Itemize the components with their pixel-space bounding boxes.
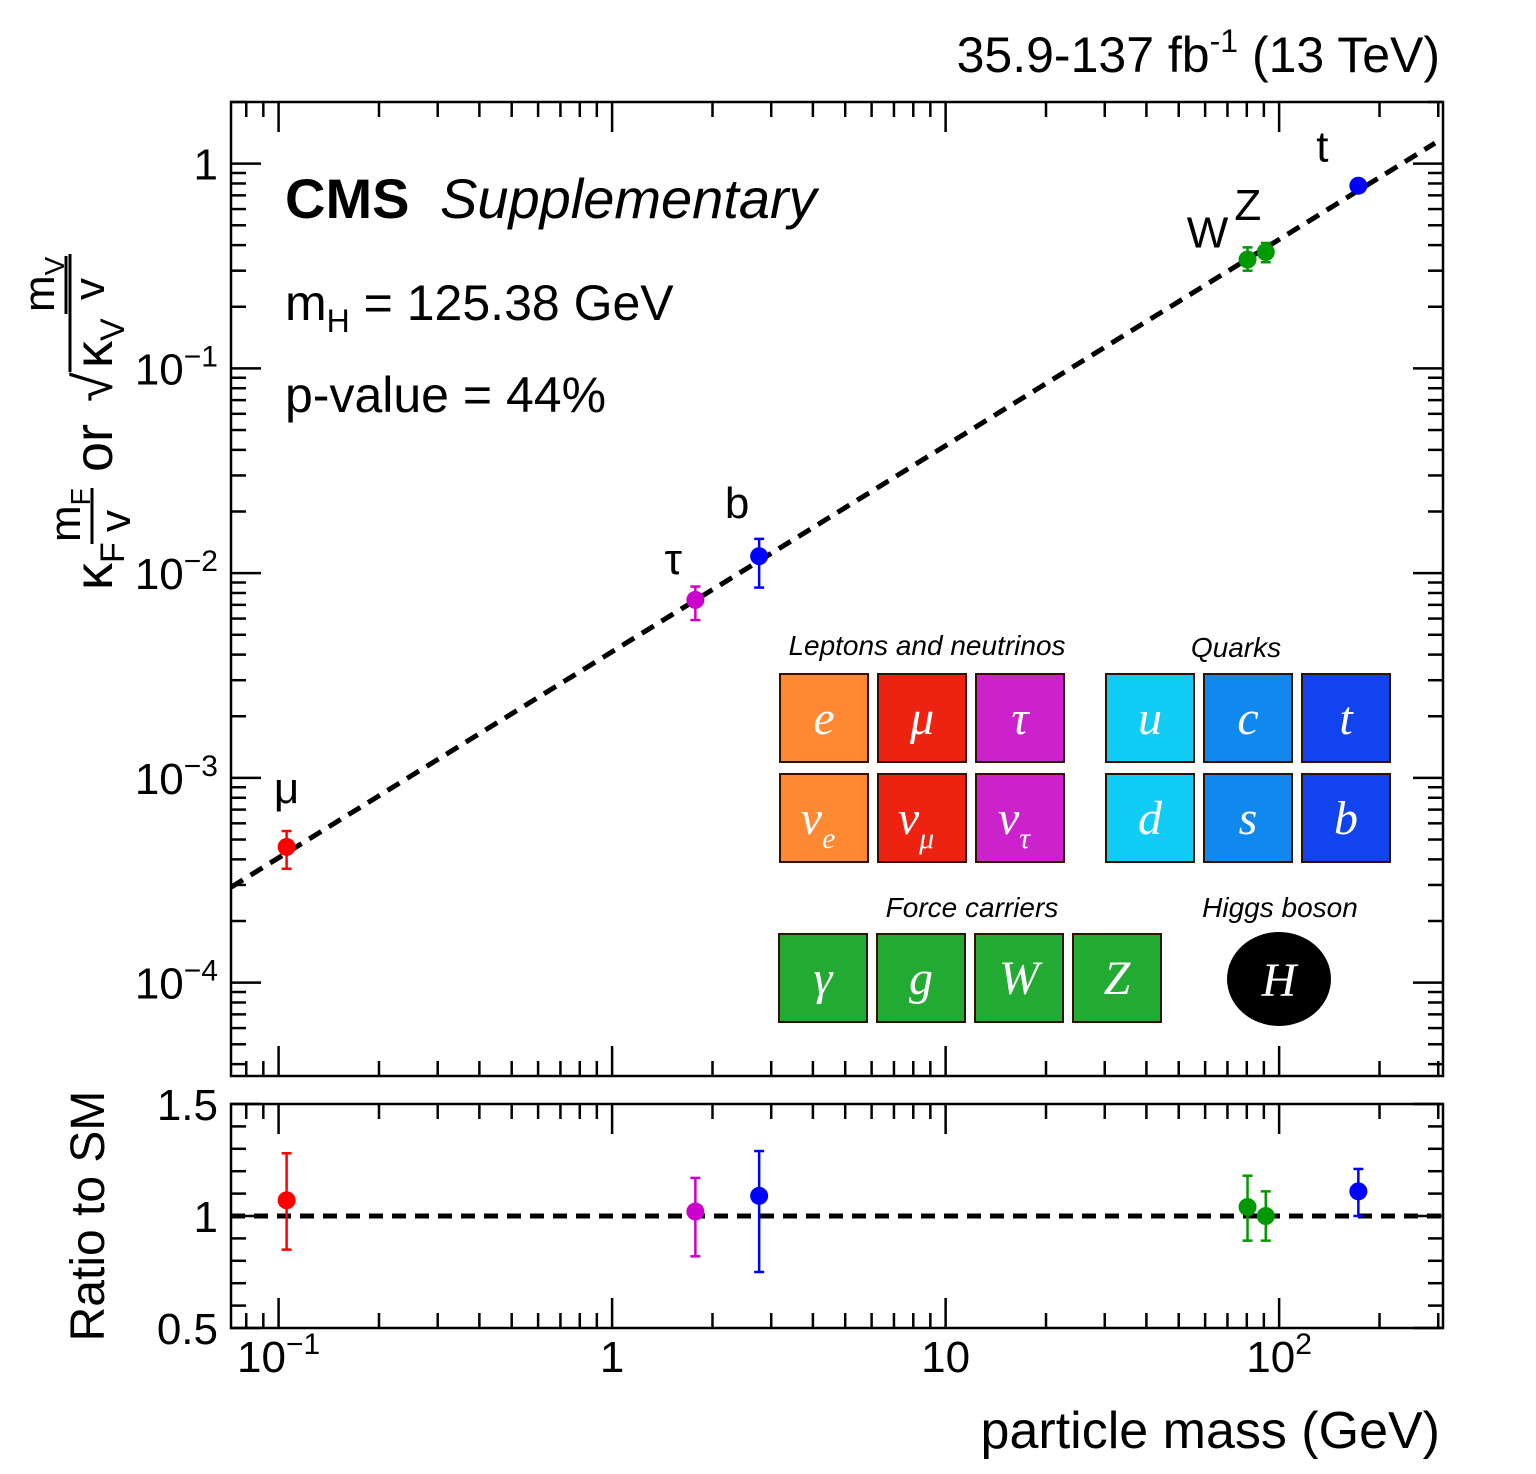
svg-text:mV: mV — [15, 256, 70, 312]
y-tick-label: 10−3 — [135, 750, 218, 804]
x-tick-label: 10−1 — [237, 1328, 320, 1382]
quark-5-tile — [1301, 773, 1391, 863]
lepton-3-tile — [779, 773, 869, 863]
p-value-label: p-value = 44% — [285, 367, 606, 423]
x-axis-title: particle mass (GeV) — [981, 1402, 1440, 1460]
force-2-symbol: W — [999, 952, 1043, 1005]
quark-4-symbol: s — [1239, 792, 1258, 845]
quark-1-tile — [1203, 673, 1293, 763]
y-tick-label: 1 — [194, 141, 218, 190]
bottom-label: b — [725, 479, 749, 528]
force-carriers-title: Force carriers — [886, 892, 1059, 923]
svg-text:v: v — [65, 278, 114, 300]
lepton-4-symbol: νμ — [898, 792, 934, 855]
top-ratio-marker — [1349, 1182, 1368, 1201]
axis-tick-labels: 10−1 1 10 102 1 10−1 10−2 10−3 10−4 1.5 1 0.5 — [135, 141, 1312, 1382]
y-tick-label: 10−4 — [135, 955, 218, 1009]
quark-2-symbol: t — [1339, 692, 1354, 745]
w-boson-marker — [1238, 250, 1257, 269]
quark-4-tile — [1203, 773, 1293, 863]
main-panel-frame — [229, 100, 1445, 1078]
x-tick-label: 10 — [921, 1333, 970, 1382]
particle-inset: Leptons and neutrinos Quarks Force carri… — [778, 630, 1391, 1026]
quark-5-symbol: b — [1334, 792, 1358, 845]
svg-text:or: or — [64, 424, 124, 472]
force-3-tile — [1072, 933, 1162, 1023]
ratio-tick-label: 1 — [194, 1193, 218, 1242]
lepton-1-tile — [877, 673, 967, 763]
svg-text:√: √ — [64, 372, 124, 402]
sm-prediction-line — [229, 141, 1437, 890]
lepton-5-tile — [975, 773, 1065, 863]
x-tick-label: 1 — [600, 1333, 624, 1382]
higgs-symbol: H — [1261, 954, 1299, 1007]
lepton-3-symbol: νe — [801, 792, 836, 855]
ratio-tick-label: 0.5 — [157, 1305, 218, 1354]
svg-text:v: v — [91, 510, 140, 532]
y-tick-label: 10−2 — [135, 545, 218, 599]
y-tick-label: 10−1 — [135, 340, 218, 394]
higgs-tile — [1227, 932, 1331, 1026]
force-1-symbol: g — [909, 952, 933, 1005]
leptons-title: Leptons and neutrinos — [788, 630, 1065, 661]
svg-text:κV: κV — [64, 318, 132, 368]
y-axis-title-ratio: Ratio to SM — [62, 1091, 115, 1342]
ratio-data-points — [277, 1149, 1368, 1274]
force-0-tile — [778, 933, 868, 1023]
muon-marker — [277, 837, 296, 856]
bottom-ratio-marker — [750, 1186, 769, 1205]
lepton-1-symbol: μ — [909, 692, 934, 745]
lepton-5-symbol: ντ — [998, 792, 1031, 855]
lepton-2-symbol: τ — [1011, 692, 1030, 745]
z-boson-ratio-marker — [1256, 1207, 1275, 1225]
w-boson-label: W — [1187, 209, 1229, 258]
cms-label: CMS — [285, 167, 409, 230]
luminosity-label: 35.9-137 fb-1 (13 TeV) — [957, 23, 1440, 83]
quark-1-symbol: c — [1237, 692, 1258, 745]
tau-marker — [686, 590, 705, 609]
force-1-tile — [876, 933, 966, 1023]
z-boson-marker — [1256, 243, 1275, 262]
force-3-symbol: Z — [1104, 952, 1132, 1005]
lepton-0-tile — [779, 673, 869, 763]
muon-label: μ — [274, 764, 299, 813]
bottom-marker — [750, 547, 769, 566]
force-0-symbol: γ — [814, 952, 834, 1005]
quark-0-symbol: u — [1138, 692, 1162, 745]
tau-label: τ — [665, 535, 683, 584]
w-boson-ratio-marker — [1238, 1198, 1257, 1217]
lepton-2-tile — [975, 673, 1065, 763]
lepton-0-symbol: e — [813, 692, 834, 745]
y-axis-title-main: κF mF v or √ κV mV v — [15, 254, 140, 590]
supplementary-label: Supplementary — [440, 167, 820, 230]
higgs-mass-label: mH = 125.38 GeV — [285, 275, 674, 339]
top-label: t — [1316, 123, 1328, 172]
quark-3-symbol: d — [1138, 792, 1163, 845]
x-tick-label: 102 — [1246, 1328, 1312, 1382]
ratio-tick-label: 1.5 — [157, 1081, 218, 1130]
z-boson-label: Z — [1234, 181, 1261, 230]
muon-ratio-marker — [277, 1191, 296, 1210]
top-marker — [1349, 176, 1368, 195]
lepton-4-tile — [877, 773, 967, 863]
quarks-title: Quarks — [1191, 632, 1281, 663]
svg-text:κF: κF — [64, 542, 132, 590]
quark-3-tile — [1105, 773, 1195, 863]
tau-ratio-marker — [686, 1202, 705, 1221]
quark-0-tile — [1105, 673, 1195, 763]
higgs-boson-title: Higgs boson — [1202, 892, 1358, 923]
svg-text:mF: mF — [41, 488, 96, 542]
axis-ticks — [231, 100, 1443, 1330]
quark-2-tile — [1301, 673, 1391, 763]
force-2-tile — [974, 933, 1064, 1023]
